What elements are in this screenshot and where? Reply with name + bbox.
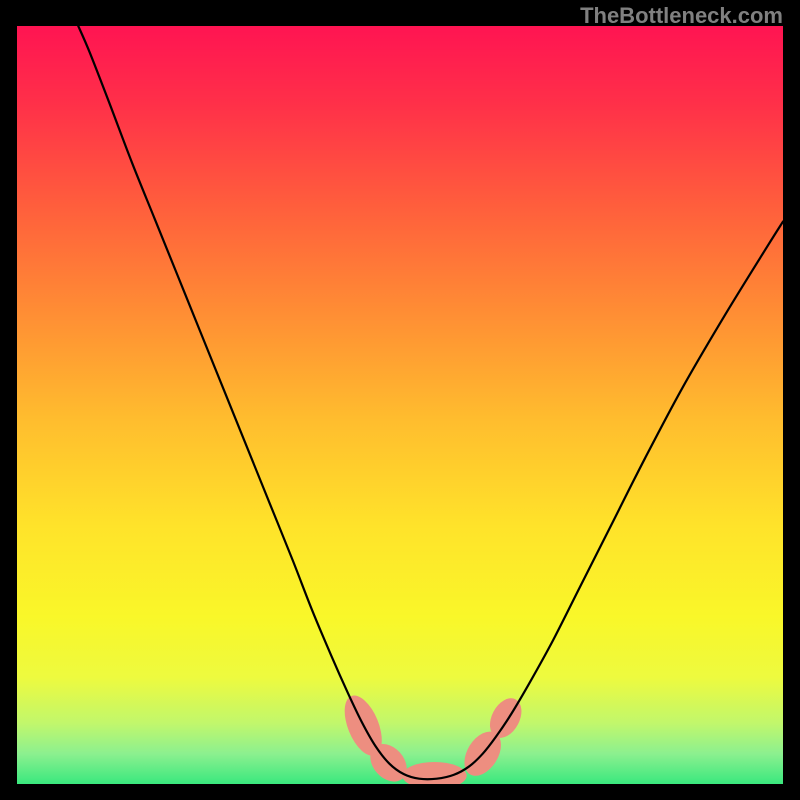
watermark-text: TheBottleneck.com: [580, 3, 783, 29]
outer-frame: [17, 26, 783, 784]
gradient-background: [17, 26, 783, 784]
plot-svg: [17, 26, 783, 784]
plot-area: [17, 26, 783, 784]
